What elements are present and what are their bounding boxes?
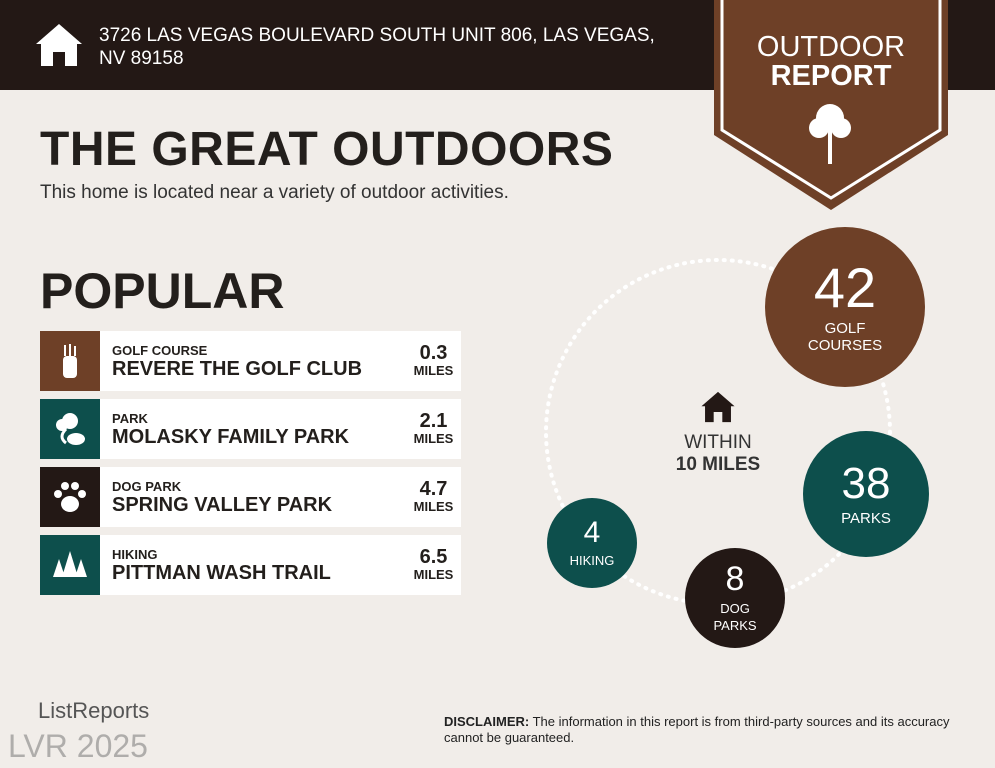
badge-line1: OUTDOOR — [756, 31, 906, 63]
count-label: HIKING — [569, 552, 615, 568]
item-unit: MILES — [413, 431, 454, 446]
house-icon — [36, 24, 82, 66]
item-distance: 4.7 — [419, 478, 448, 500]
item-category: GOLF COURSE — [112, 343, 208, 358]
count-circle: 8 DOG PARKS — [685, 548, 785, 648]
count-value: 42 — [813, 256, 877, 319]
tree-icon — [809, 104, 851, 164]
page-title: THE GREAT OUTDOORS — [40, 123, 614, 176]
page-subtitle: This home is located near a variety of o… — [40, 182, 509, 203]
disclaimer-text: The information in this report is from t… — [444, 714, 950, 745]
count-value: 8 — [725, 560, 745, 598]
count-circle: 38 PARKS — [803, 431, 929, 557]
within-label: WITHIN — [684, 432, 752, 453]
item-name: SPRING VALLEY PARK — [112, 494, 333, 516]
item-category: DOG PARK — [112, 479, 182, 494]
popular-list-item: GOLF COURSE REVERE THE GOLF CLUB 0.3 MILES — [40, 331, 461, 391]
item-distance: 2.1 — [419, 410, 448, 432]
house-icon — [701, 391, 735, 423]
count-label: GOLF — [824, 320, 866, 337]
item-name: PITTMAN WASH TRAIL — [112, 562, 331, 584]
popular-list-item: PARK MOLASKY FAMILY PARK 2.1 MILES — [40, 399, 461, 459]
count-label: PARKS — [713, 618, 757, 633]
within-radius: WITHIN 10 MILES — [648, 432, 788, 476]
count-label: COURSES — [807, 337, 883, 354]
item-category: PARK — [112, 411, 148, 426]
count-label: PARKS — [841, 509, 891, 527]
pine-trees-icon — [40, 535, 100, 595]
listreports-logo: ListReports — [38, 698, 150, 723]
watermark: LVR 2025 — [8, 728, 148, 764]
count-value: 38 — [841, 458, 891, 508]
count-circle: 4 HIKING — [547, 498, 637, 588]
popular-list-item: DOG PARK SPRING VALLEY PARK 4.7 MILES — [40, 467, 461, 527]
popular-list-item: HIKING PITTMAN WASH TRAIL 6.5 MILES — [40, 535, 461, 595]
item-category: HIKING — [112, 547, 158, 562]
count-value: 4 — [583, 515, 601, 549]
paw-icon — [40, 467, 100, 527]
item-distance: 0.3 — [419, 342, 448, 364]
badge-line2: REPORT — [770, 60, 892, 92]
golf-bag-icon — [40, 331, 100, 391]
count-circle: 42 GOLF COURSES — [765, 227, 925, 387]
item-name: REVERE THE GOLF CLUB — [112, 358, 363, 380]
radius-value: 10 MILES — [675, 454, 761, 475]
item-name: MOLASKY FAMILY PARK — [112, 426, 350, 448]
item-unit: MILES — [413, 363, 454, 378]
item-unit: MILES — [413, 499, 454, 514]
property-address: 3726 LAS VEGAS BOULEVARD SOUTH UNIT 806,… — [99, 25, 655, 69]
item-unit: MILES — [413, 567, 454, 582]
park-tree-icon — [40, 399, 100, 459]
disclaimer-label: DISCLAIMER: — [444, 714, 530, 729]
disclaimer: DISCLAIMER: The information in this repo… — [444, 714, 974, 746]
count-label: DOG — [720, 601, 750, 616]
item-distance: 6.5 — [419, 546, 448, 568]
popular-heading: POPULAR — [40, 263, 285, 319]
